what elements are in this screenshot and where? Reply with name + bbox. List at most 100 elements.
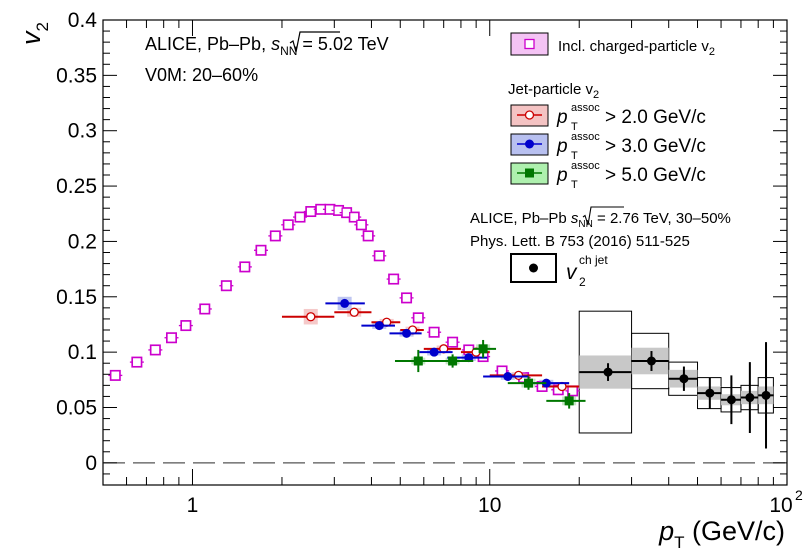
x-axis-title-symbol: p bbox=[658, 516, 674, 546]
ref-jet-v2-point bbox=[726, 395, 736, 405]
incl-v2-point bbox=[166, 332, 177, 343]
ref-jet-v2-point bbox=[646, 356, 656, 366]
y-axis-title: v2 bbox=[16, 22, 52, 45]
legend-jet-label-rest: > 3.0 GeV/c bbox=[605, 136, 706, 157]
legend-incl-marker bbox=[524, 38, 535, 50]
y-tick-label: 0.25 bbox=[56, 175, 97, 198]
jet-v2-pt2-point bbox=[513, 370, 524, 381]
x-tick-label: 1 bbox=[187, 494, 199, 517]
y-tick-label: 0.05 bbox=[56, 397, 97, 420]
jet-v2-pt3-point bbox=[402, 328, 412, 338]
incl-v2-point bbox=[413, 312, 424, 323]
annotation-sqrt-s: s bbox=[271, 34, 280, 54]
legend-ref-label-sub: 2 bbox=[579, 275, 586, 289]
incl-v2-point bbox=[283, 219, 294, 230]
x-tick-label-exponent: 2 bbox=[795, 487, 803, 503]
incl-v2-point bbox=[150, 344, 161, 356]
annotation-energy: = 5.02 TeV bbox=[297, 34, 388, 54]
legend-jet-header: Jet-particle v2 bbox=[508, 81, 599, 101]
ref-jet-v2-point bbox=[705, 388, 715, 398]
legend-jet-label: p bbox=[556, 107, 568, 128]
incl-v2-point bbox=[388, 273, 399, 285]
legend-jet-label-sup: assoc bbox=[571, 160, 600, 172]
y-axis-title-symbol: v bbox=[16, 30, 46, 45]
reference-annotation: ALICE, Pb–Pb sNN = 2.76 TeV, 30–50% Phys… bbox=[470, 210, 731, 250]
legend-jet-label-rest: > 5.0 GeV/c bbox=[605, 165, 706, 186]
y-tick-label: 0.4 bbox=[68, 9, 98, 32]
legend-incl-label: Incl. charged-particle v2 bbox=[558, 38, 715, 58]
ref-jet-v2-point bbox=[761, 390, 771, 400]
y-tick-label: 0.35 bbox=[56, 64, 97, 87]
reference-sqrt-symbol bbox=[582, 206, 624, 226]
legend-incl-label-sub: 2 bbox=[709, 46, 715, 58]
legend-jet-label-sub: T bbox=[571, 121, 578, 133]
jet-v2-pt3-point bbox=[429, 347, 439, 357]
jet-v2-pt3-point bbox=[464, 353, 474, 363]
jet-v2-pt5-point bbox=[564, 396, 574, 406]
x-axis-title-subscript: T bbox=[674, 533, 684, 549]
plot-frame bbox=[102, 19, 788, 486]
jet-v2-pt3-point bbox=[374, 321, 384, 331]
incl-v2-point bbox=[374, 250, 385, 261]
legend-incl-label-text: Incl. charged-particle v bbox=[558, 38, 709, 55]
jet-v2-pt5-point bbox=[413, 356, 423, 366]
legend-jet-marker bbox=[524, 110, 535, 120]
incl-v2-point bbox=[270, 230, 281, 242]
jet-v2-pt5-point bbox=[523, 378, 533, 388]
y-tick-label: 0.15 bbox=[56, 286, 97, 309]
legend-jet-label-p: p bbox=[556, 136, 568, 157]
legend-ref-label-main: v bbox=[566, 261, 578, 284]
x-axis-title: pT (GeV/c) bbox=[658, 516, 785, 549]
y-tick-label: 0.1 bbox=[68, 341, 97, 364]
legend-jet-label-sub: T bbox=[571, 150, 578, 162]
legend-jet-marker bbox=[525, 139, 534, 149]
incl-v2-point bbox=[324, 204, 336, 215]
jet-v2-pt3-point bbox=[340, 298, 350, 308]
legend-jet-label-sub: T bbox=[571, 179, 578, 191]
incl-v2-point bbox=[239, 261, 250, 273]
legend-jet-label-sup: assoc bbox=[571, 131, 600, 143]
legend-jet-label-p: p bbox=[556, 165, 568, 186]
main-annotation: ALICE, Pb–Pb, sNN = 5.02 TeV V0M: 20–60% bbox=[145, 34, 389, 85]
x-tick-label: 10 bbox=[478, 494, 501, 517]
jet-v2-pt5-point bbox=[448, 356, 458, 366]
y-tick-label: 0 bbox=[85, 452, 97, 475]
annotation-sqrt-symbol bbox=[289, 31, 340, 53]
reference-citation: Phys. Lett. B 753 (2016) 511-525 bbox=[470, 233, 690, 250]
annotation-collision: ALICE, Pb–Pb, bbox=[145, 34, 271, 54]
legend-jet-marker bbox=[525, 168, 534, 178]
jet-v2-pt2-point bbox=[349, 307, 359, 317]
y-tick-label: 0.3 bbox=[68, 120, 97, 143]
incl-v2-point bbox=[180, 320, 192, 331]
x-axis-title-unit: (GeV/c) bbox=[684, 516, 785, 546]
ref-jet-v2-point bbox=[603, 367, 613, 377]
legend-jet-header-sub: 2 bbox=[593, 89, 599, 101]
reference-sqrt-sub: NN bbox=[578, 219, 592, 230]
y-axis-title-subscript: 2 bbox=[33, 22, 52, 31]
incl-v2-point bbox=[110, 370, 121, 381]
axes-layer: 00.050.10.150.20.250.30.350.41 10 10 2pT (G… bbox=[16, 9, 803, 549]
reference-energy: = 2.76 TeV, 30–50% bbox=[593, 210, 731, 227]
reference-sqrt-s: s bbox=[571, 210, 579, 227]
annotation-centrality: V0M: 20–60% bbox=[145, 65, 258, 85]
incl-v2-point bbox=[447, 337, 458, 348]
x-tick-label: 10 bbox=[769, 494, 792, 517]
legend-jet-label-sup: assoc bbox=[571, 102, 600, 114]
incl-v2-point bbox=[131, 356, 143, 368]
incl-v2-point bbox=[199, 303, 210, 315]
legend-jet-header-text: Jet-particle v bbox=[508, 81, 594, 98]
jet-v2-pt5-point bbox=[478, 344, 488, 354]
y-tick-label: 0.2 bbox=[68, 230, 97, 253]
svg-text:ALICE, Pb–Pb sNN = 2.76 TeV, 3: ALICE, Pb–Pb sNN = 2.76 TeV, 30–50% bbox=[470, 210, 731, 230]
annotation-sqrt-sub: NN bbox=[280, 44, 297, 58]
incl-v2-point bbox=[294, 211, 306, 223]
incl-v2-point bbox=[221, 280, 232, 291]
incl-v2-point bbox=[255, 245, 267, 256]
ref-jet-v2-point bbox=[679, 374, 689, 384]
reference-collision: ALICE, Pb–Pb bbox=[470, 210, 571, 227]
jet-v2-pt3-point bbox=[503, 372, 513, 381]
ref-jet-v2-point bbox=[745, 393, 755, 403]
incl-v2-point bbox=[305, 206, 316, 217]
